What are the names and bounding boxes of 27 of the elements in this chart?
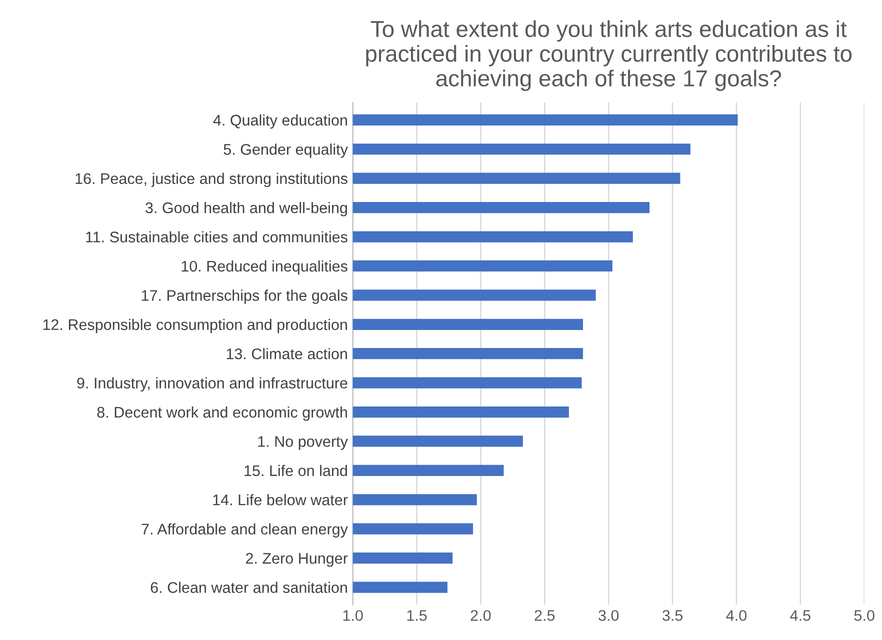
y-tick-label: 1. No poverty — [258, 436, 348, 450]
y-tick-label: 12. Responsible consumption and production — [43, 318, 347, 334]
x-tick-label: 1.0 — [343, 610, 363, 621]
x-tick-label: 3.5 — [662, 610, 683, 621]
y-tick-label: 6. Clean water and sanitation — [150, 582, 347, 593]
y-tick-label: 4. Quality education — [213, 114, 347, 129]
y-tick-label: 10. Reduced inequalities — [182, 260, 348, 275]
y-tick-label: 2. Zero Hunger — [246, 552, 348, 567]
x-tick-label: 2.0 — [470, 610, 491, 621]
x-tick-label: 3.0 — [598, 610, 619, 621]
y-tick-label: 8. Decent work and economic growth — [97, 406, 347, 421]
y-tick-label: 16. Peace, justice and strong institutions — [76, 172, 348, 188]
y-tick-label: 3. Good health and well-being — [146, 202, 347, 216]
chart-title: To what extent do you think arts education as it practiced in your country currently contributes to achieving each of these 17 goals? — [366, 20, 852, 92]
y-tick-label: 17. Partnerschips for the goals — [142, 290, 348, 304]
y-tick-label: 13. Climate action — [226, 348, 347, 360]
y-tick-label: 5. Gender equality — [224, 144, 348, 158]
y-tick-label: 7. Affordable and clean energy — [142, 523, 348, 538]
x-tick-label: 1.5 — [407, 610, 427, 621]
x-tick-label: 2.5 — [534, 610, 555, 621]
x-tick-label: 5.0 — [854, 610, 874, 621]
y-tick-label: 15. Life on land — [244, 464, 347, 476]
y-tick-label: 11. Sustainable cities and communities — [86, 231, 348, 242]
y-tick-label: 9. Industry, innovation and infrastructure — [77, 377, 348, 392]
x-tick-label: 4.0 — [726, 610, 746, 621]
y-tick-label: 14. Life below water — [213, 494, 348, 506]
x-tick-label: 4.5 — [790, 610, 810, 621]
